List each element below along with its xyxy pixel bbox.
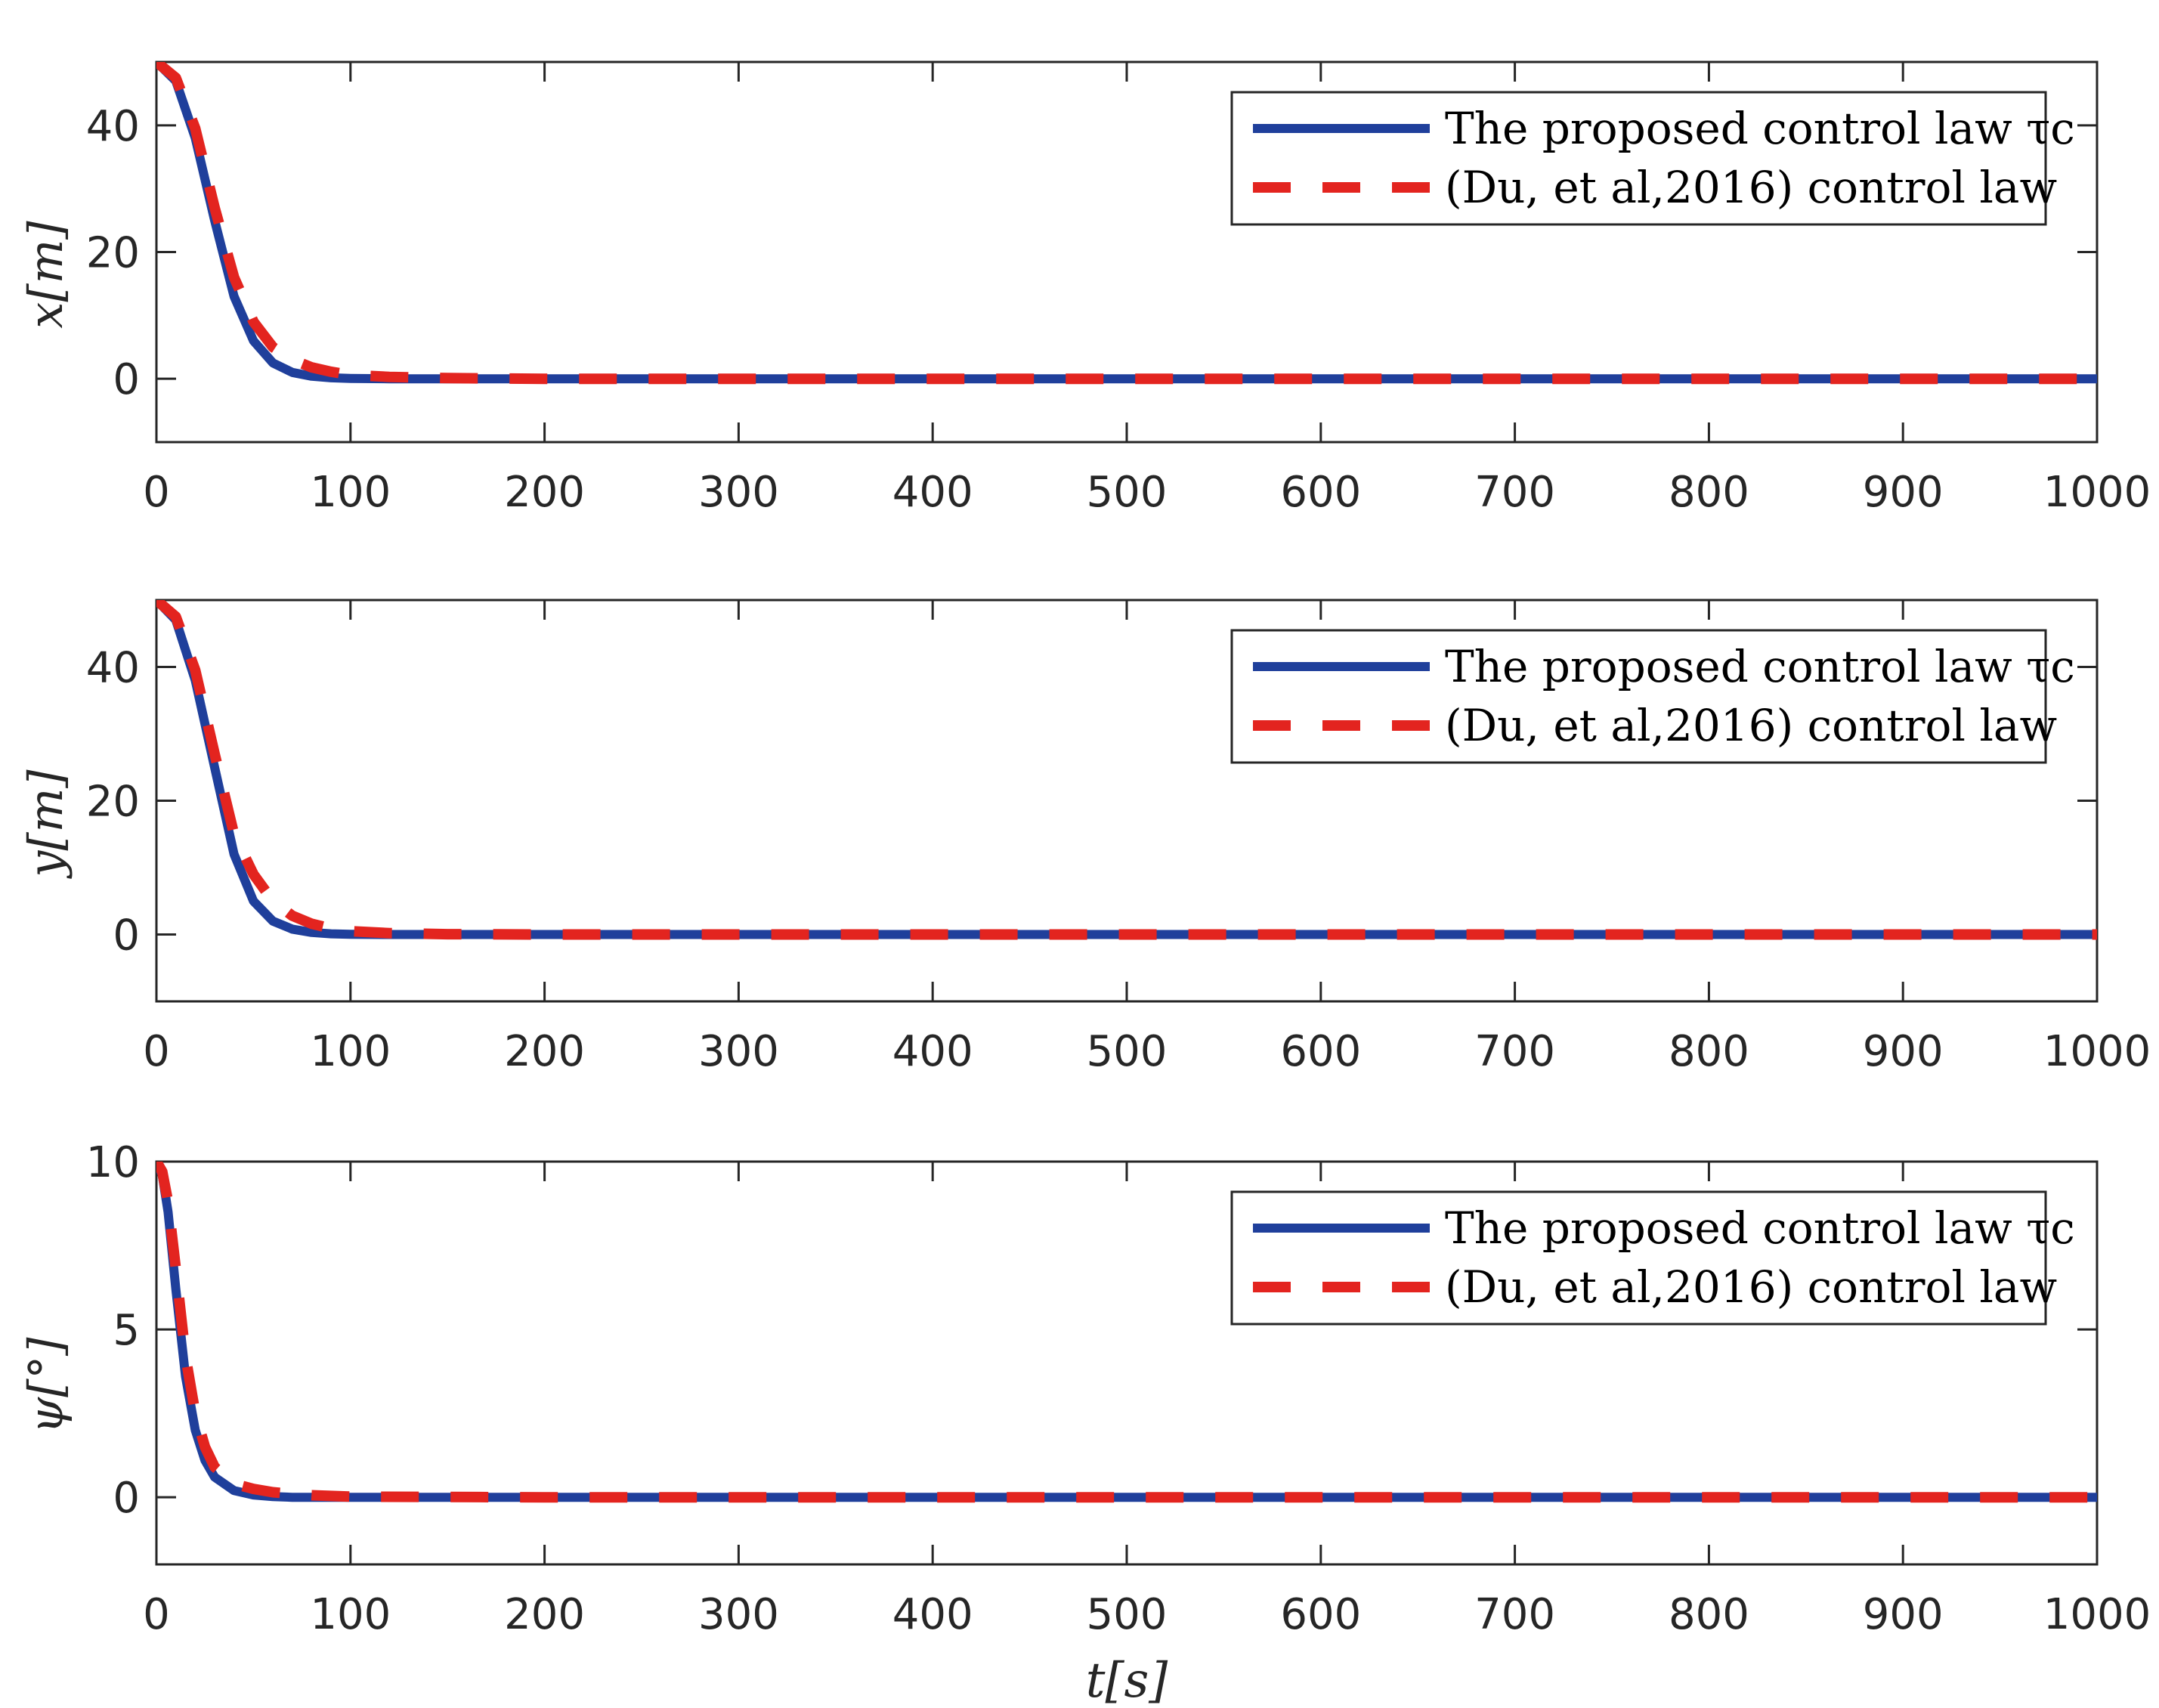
legend-label: (Du, et al,2016) control law [1445, 700, 2057, 751]
x-tick-label: 1000 [2043, 1590, 2151, 1639]
x-tick-label: 500 [1087, 1590, 1168, 1639]
x-tick-label: 300 [698, 1590, 779, 1639]
panel-2: 0 100 200 300 400 500 600 700 800 900 1000 0 20 40 y[m… [18, 599, 2151, 1076]
x-tick-label: 0 [143, 1027, 170, 1076]
legend: The proposed control law τc (Du, et al,20… [1230, 91, 2075, 226]
series-line-du-2016 [156, 600, 2097, 940]
x-tick-label: 400 [892, 468, 973, 517]
x-tick-label: 300 [698, 1027, 779, 1076]
x-tick-label: 900 [1863, 468, 1944, 517]
y-tick-label: 20 [86, 229, 140, 278]
x-tick-label: 700 [1474, 468, 1555, 517]
y-tick-label: 0 [113, 911, 140, 961]
x-tick-label: 600 [1280, 1027, 1361, 1076]
x-tick-label: 400 [892, 1590, 973, 1639]
legend: The proposed control law τc (Du, et al,20… [1230, 629, 2075, 764]
legend-box [1230, 629, 2047, 764]
x-tick-label: 600 [1280, 1590, 1361, 1639]
y-tick-label: 0 [113, 355, 140, 404]
x-tick-label: 0 [143, 468, 170, 517]
y-tick-label: 40 [86, 644, 140, 693]
legend-label: (Du, et al,2016) control law [1445, 1261, 2057, 1313]
x-tick-label: 200 [504, 468, 585, 517]
x-tick-label: 900 [1863, 1027, 1944, 1076]
x-tick-label: 100 [310, 468, 391, 517]
y-axis-label: y[m] [18, 769, 73, 880]
x-tick-label: 800 [1669, 1590, 1749, 1639]
x-tick-label: 200 [504, 1027, 585, 1076]
y-axis-label: x[m] [18, 221, 73, 329]
y-tick-label: 20 [86, 778, 140, 827]
y-tick-label: 5 [113, 1306, 140, 1355]
x-tick-label: 800 [1669, 468, 1749, 517]
x-tick-label: 100 [310, 1590, 391, 1639]
x-tick-label: 900 [1863, 1590, 1944, 1639]
legend-label: (Du, et al,2016) control law [1445, 162, 2057, 213]
x-tick-label: 800 [1669, 1027, 1749, 1076]
y-tick-label: 40 [86, 102, 140, 151]
x-tick-label: 200 [504, 1590, 585, 1639]
y-axis-label: ψ[°] [18, 1337, 73, 1434]
x-tick-label: 700 [1474, 1590, 1555, 1639]
x-tick-label: 1000 [2043, 1027, 2151, 1076]
legend-box [1230, 1190, 2047, 1326]
legend: The proposed control law τc (Du, et al,20… [1230, 1190, 2075, 1326]
legend-box [1230, 91, 2047, 226]
panel-3: 0 100 200 300 400 500 600 700 800 900 1000 0 5 10 ψ[°]… [18, 1138, 2151, 1708]
legend-label: The proposed control law τc [1445, 641, 2075, 692]
x-tick-label: 1000 [2043, 468, 2151, 517]
panel-1: 0 100 200 300 400 500 600 700 800 900 1000 0 20 40 x[m… [18, 60, 2151, 517]
x-tick-label: 500 [1087, 1027, 1168, 1076]
x-tick-label: 700 [1474, 1027, 1555, 1076]
x-axis-label: t[s] [1086, 1653, 1169, 1708]
y-tick-label: 10 [86, 1138, 140, 1187]
x-tick-label: 300 [698, 468, 779, 517]
x-tick-label: 600 [1280, 468, 1361, 517]
x-tick-label: 0 [143, 1590, 170, 1639]
legend-label: The proposed control law τc [1445, 103, 2075, 154]
series-line-du-2016 [156, 1162, 2097, 1503]
legend-label: The proposed control law τc [1445, 1202, 2075, 1254]
x-tick-label: 100 [310, 1027, 391, 1076]
x-tick-label: 500 [1087, 468, 1168, 517]
series-line-du-2016 [156, 62, 2097, 385]
x-tick-label: 400 [892, 1027, 973, 1076]
y-tick-label: 0 [113, 1474, 140, 1523]
